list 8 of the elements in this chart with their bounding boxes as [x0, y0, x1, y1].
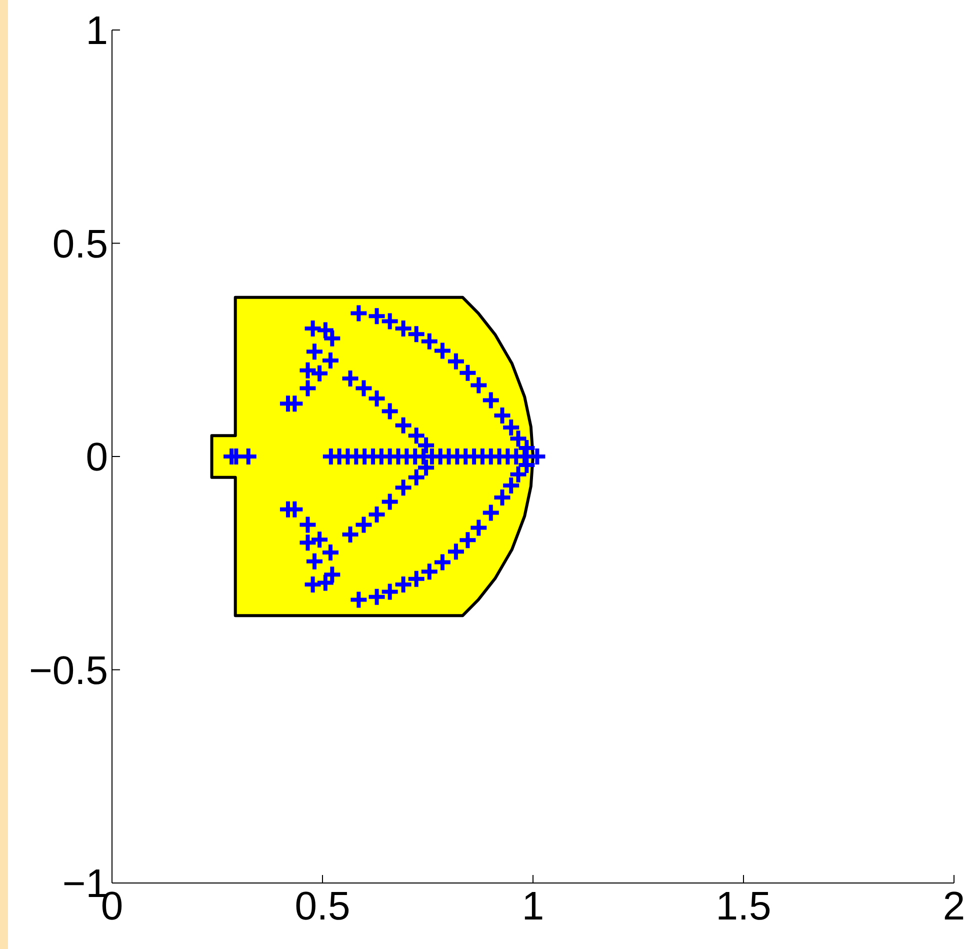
- x-tick-label: 0.5: [294, 884, 350, 928]
- y-tick-label: 0: [86, 436, 108, 480]
- y-tick-label: 0.5: [52, 222, 108, 266]
- y-tick-label: 1: [86, 9, 108, 54]
- x-tick-label: 2: [942, 884, 966, 928]
- x-tick-label: 1: [522, 884, 544, 928]
- x-tick-label: 1.5: [716, 884, 772, 928]
- y-tick-label: −0.5: [29, 648, 108, 693]
